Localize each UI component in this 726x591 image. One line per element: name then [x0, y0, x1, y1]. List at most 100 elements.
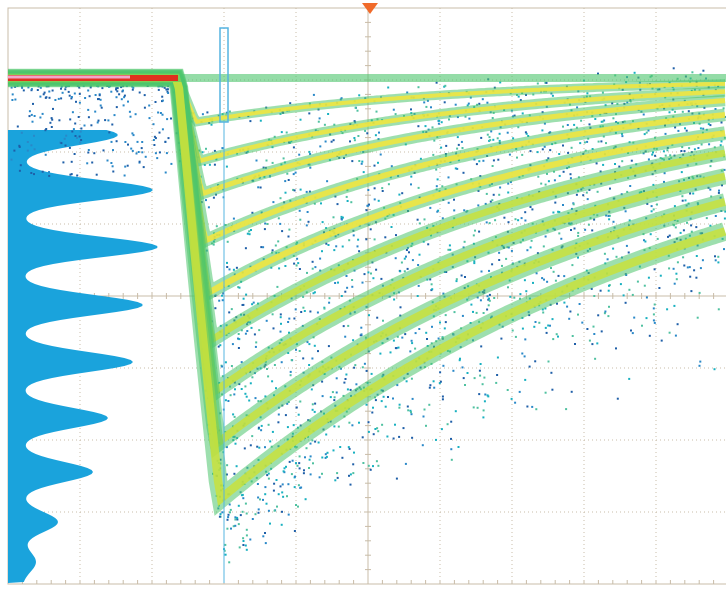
scatter-dot — [602, 92, 604, 94]
scatter-dot — [364, 273, 366, 275]
scatter-dot — [643, 114, 645, 116]
scatter-dot — [441, 428, 443, 430]
scatter-dot — [437, 178, 439, 180]
scatter-dot — [368, 314, 370, 316]
scatter-dot — [300, 189, 302, 191]
scatter-dot — [675, 273, 677, 275]
scatter-dot — [376, 460, 378, 462]
scatter-dot — [680, 232, 682, 234]
scatter-dot — [426, 338, 428, 340]
scatter-dot — [709, 189, 711, 191]
scatter-dot — [644, 285, 646, 287]
scatter-dot — [649, 335, 651, 337]
scatter-dot — [393, 438, 395, 440]
scatter-dot — [255, 513, 257, 515]
scatter-dot — [448, 176, 450, 178]
scatter-dot — [665, 133, 667, 135]
scatter-dot — [702, 70, 704, 72]
scatter-dot — [308, 151, 310, 153]
scatter-dot — [418, 86, 420, 88]
scatter-dot — [688, 110, 690, 112]
scatter-dot — [398, 194, 400, 196]
scatter-dot — [248, 400, 250, 402]
scatter-dot — [264, 532, 266, 534]
scatter-dot — [633, 317, 635, 319]
scatter-dot — [439, 371, 441, 373]
scatter-dot — [242, 544, 244, 546]
scatter-dot — [411, 437, 413, 439]
scatter-dot — [112, 165, 114, 167]
scatter-dot — [64, 138, 66, 140]
scatter-dot — [706, 217, 708, 219]
scatter-dot — [686, 222, 688, 224]
scatter-dot — [157, 112, 159, 114]
scatter-dot — [574, 343, 576, 345]
scatter-dot — [467, 372, 469, 374]
scatter-dot — [697, 147, 699, 149]
scatter-dot — [468, 118, 470, 120]
scatter-dot — [243, 298, 245, 300]
scatter-dot — [462, 366, 464, 368]
scatter-dot — [440, 147, 442, 149]
scatter-dot — [637, 281, 639, 283]
scatter-dot — [345, 374, 347, 376]
scatter-dot — [432, 126, 434, 128]
scatter-dot — [352, 339, 354, 341]
scatter-dot — [232, 343, 234, 345]
scatter-dot — [473, 262, 475, 264]
scatter-dot — [459, 358, 461, 360]
scatter-dot — [545, 392, 547, 394]
scatter-dot — [293, 263, 295, 265]
scatter-dot — [597, 191, 599, 193]
scatter-dot — [296, 265, 298, 267]
scatter-dot — [244, 385, 246, 387]
scatter-dot — [620, 283, 622, 285]
scatter-dot — [625, 210, 627, 212]
scatter-dot — [358, 94, 360, 96]
scatter-dot — [325, 434, 327, 436]
scatter-dot — [205, 148, 207, 150]
scatter-dot — [75, 135, 77, 137]
scatter-dot — [718, 192, 720, 194]
scatter-dot — [312, 409, 314, 411]
scatter-dot — [586, 141, 588, 143]
scatter-dot — [677, 261, 679, 263]
scatter-dot — [489, 300, 491, 302]
scatter-dot — [677, 130, 679, 132]
scatter-dot — [542, 312, 544, 314]
scatter-dot — [350, 201, 352, 203]
scatter-dot — [156, 157, 158, 159]
scatter-dot — [484, 394, 486, 396]
scatter-dot — [76, 175, 78, 177]
scatter-dot — [318, 442, 320, 444]
scatter-dot — [477, 407, 479, 409]
scatter-dot — [457, 136, 459, 138]
scatter-dot — [306, 224, 308, 226]
scatter-dot — [374, 198, 376, 200]
scatter-dot — [161, 96, 163, 98]
scatter-dot — [329, 297, 331, 299]
scatter-dot — [258, 512, 260, 514]
scatter-dot — [430, 106, 432, 108]
scatter-dot — [393, 109, 395, 111]
scatter-dot — [522, 112, 524, 114]
scatter-dot — [227, 241, 229, 243]
scatter-dot — [298, 462, 300, 464]
scatter-dot — [122, 90, 124, 92]
scatter-dot — [257, 483, 259, 485]
scatter-dot — [342, 217, 344, 219]
scatter-dot — [300, 119, 302, 121]
scatter-dot — [431, 326, 433, 328]
scatter-dot — [690, 224, 692, 226]
scatter-dot — [297, 465, 299, 467]
scatter-dot — [596, 162, 598, 164]
scatter-dot — [454, 311, 456, 313]
scatter-dot — [403, 427, 405, 429]
scatter-dot — [127, 144, 129, 146]
scatter-dot — [530, 150, 532, 152]
scatter-dot — [525, 131, 527, 133]
scatter-dot — [305, 498, 307, 500]
scatter-dot — [101, 87, 103, 89]
scatter-dot — [593, 333, 595, 335]
scatter-dot — [377, 430, 379, 432]
